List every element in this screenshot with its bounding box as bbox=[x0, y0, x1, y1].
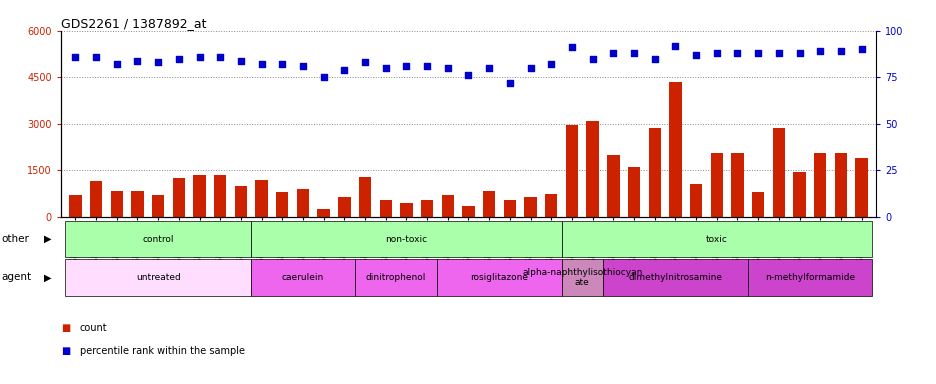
Text: n-methylformamide: n-methylformamide bbox=[764, 273, 854, 282]
Bar bbox=[627, 167, 639, 217]
Bar bbox=[482, 190, 495, 217]
Bar bbox=[730, 153, 743, 217]
Bar bbox=[317, 209, 329, 217]
Bar bbox=[834, 153, 846, 217]
Point bbox=[563, 45, 578, 51]
Bar bbox=[152, 195, 164, 217]
Point bbox=[315, 74, 330, 80]
Text: GDS2261 / 1387892_at: GDS2261 / 1387892_at bbox=[61, 17, 206, 30]
Point bbox=[543, 61, 558, 67]
Bar bbox=[131, 190, 143, 217]
Bar bbox=[213, 175, 227, 217]
Point bbox=[584, 56, 599, 62]
Point bbox=[854, 46, 869, 53]
Point bbox=[812, 48, 826, 54]
Bar bbox=[648, 129, 660, 217]
Point bbox=[522, 65, 537, 71]
Point bbox=[358, 59, 373, 65]
Point bbox=[89, 54, 104, 60]
Bar bbox=[358, 177, 371, 217]
Point bbox=[337, 67, 352, 73]
Point bbox=[750, 50, 765, 56]
Bar bbox=[338, 197, 350, 217]
Bar bbox=[793, 172, 805, 217]
Bar bbox=[69, 195, 81, 217]
Point bbox=[419, 63, 434, 69]
Point bbox=[626, 50, 641, 56]
Point bbox=[151, 59, 166, 65]
Point bbox=[481, 65, 496, 71]
Bar bbox=[172, 178, 184, 217]
Point bbox=[399, 63, 414, 69]
Text: non-toxic: non-toxic bbox=[385, 235, 427, 243]
Point bbox=[233, 58, 248, 64]
Text: alpha-naphthylisothiocyan
ate: alpha-naphthylisothiocyan ate bbox=[521, 268, 642, 287]
Point bbox=[502, 80, 517, 86]
Point bbox=[832, 48, 847, 54]
Point bbox=[461, 72, 475, 78]
Point bbox=[791, 50, 806, 56]
Bar bbox=[545, 194, 557, 217]
Text: caerulein: caerulein bbox=[282, 273, 324, 282]
Point bbox=[440, 65, 455, 71]
Bar bbox=[752, 192, 764, 217]
Bar bbox=[193, 175, 206, 217]
Point bbox=[110, 61, 124, 67]
Bar bbox=[256, 180, 268, 217]
Text: dinitrophenol: dinitrophenol bbox=[365, 273, 426, 282]
Bar bbox=[297, 189, 309, 217]
Text: agent: agent bbox=[2, 272, 32, 283]
Point bbox=[667, 43, 682, 49]
Point bbox=[67, 54, 82, 60]
Point bbox=[688, 52, 703, 58]
Point bbox=[171, 56, 186, 62]
Bar bbox=[379, 200, 391, 217]
Bar bbox=[586, 121, 598, 217]
Bar bbox=[689, 184, 702, 217]
Bar bbox=[772, 129, 784, 217]
Bar bbox=[504, 200, 516, 217]
Bar bbox=[110, 190, 123, 217]
Point bbox=[130, 58, 145, 64]
Point bbox=[192, 54, 207, 60]
Text: ▶: ▶ bbox=[44, 234, 51, 244]
Bar bbox=[813, 153, 826, 217]
Text: ■: ■ bbox=[61, 346, 70, 356]
Text: ▶: ▶ bbox=[44, 272, 51, 283]
Bar bbox=[276, 192, 288, 217]
Text: control: control bbox=[142, 235, 174, 243]
Text: ■: ■ bbox=[61, 323, 70, 333]
Point bbox=[729, 50, 744, 56]
Text: count: count bbox=[80, 323, 107, 333]
Text: untreated: untreated bbox=[136, 273, 181, 282]
Bar bbox=[565, 126, 578, 217]
Text: dimethylnitrosamine: dimethylnitrosamine bbox=[628, 273, 722, 282]
Bar bbox=[607, 155, 619, 217]
Text: toxic: toxic bbox=[705, 235, 727, 243]
Text: other: other bbox=[2, 234, 30, 244]
Bar bbox=[524, 197, 536, 217]
Point bbox=[606, 50, 621, 56]
Bar bbox=[668, 82, 680, 217]
Bar bbox=[234, 186, 247, 217]
Bar bbox=[90, 181, 102, 217]
Bar bbox=[855, 158, 867, 217]
Point bbox=[647, 56, 662, 62]
Bar bbox=[420, 200, 432, 217]
Point bbox=[709, 50, 724, 56]
Bar bbox=[709, 153, 723, 217]
Text: rosiglitazone: rosiglitazone bbox=[470, 273, 528, 282]
Bar bbox=[441, 195, 454, 217]
Point bbox=[274, 61, 289, 67]
Point bbox=[254, 61, 269, 67]
Text: percentile rank within the sample: percentile rank within the sample bbox=[80, 346, 244, 356]
Point bbox=[295, 63, 310, 69]
Point bbox=[770, 50, 785, 56]
Bar bbox=[400, 203, 412, 217]
Point bbox=[378, 65, 393, 71]
Point bbox=[212, 54, 227, 60]
Bar bbox=[461, 206, 475, 217]
